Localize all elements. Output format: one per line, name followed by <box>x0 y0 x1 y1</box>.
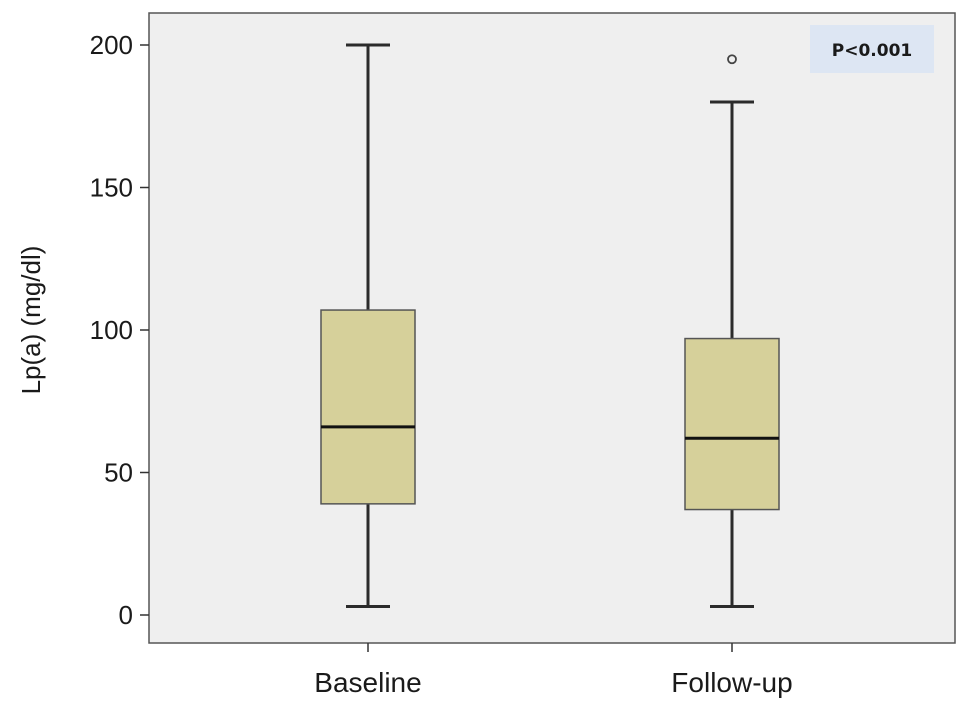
box-group-baseline <box>320 43 416 608</box>
y-tick-label-0: 0 <box>119 600 133 630</box>
outlier-follow-up-0 <box>727 54 737 65</box>
y-tick-label-100: 100 <box>90 315 133 345</box>
p-value-badge <box>810 25 934 73</box>
x-axis: Baseline Follow-up <box>314 643 793 698</box>
box-baseline <box>320 309 416 505</box>
plot-area <box>148 12 956 644</box>
y-axis-title: Lp(a) (mg/dl) <box>16 246 46 395</box>
box-follow-up <box>684 337 780 511</box>
y-axis: 0 50 100 150 200 <box>90 30 149 630</box>
y-tick-label-50: 50 <box>104 458 133 488</box>
x-label-baseline: Baseline <box>314 667 421 698</box>
p-value-text: P<0.001 <box>832 41 912 61</box>
boxes <box>320 43 780 608</box>
y-tick-label-200: 200 <box>90 30 133 60</box>
box-group-follow-up <box>684 54 780 608</box>
y-tick-label-150: 150 <box>90 173 133 203</box>
x-label-follow-up: Follow-up <box>671 667 792 698</box>
